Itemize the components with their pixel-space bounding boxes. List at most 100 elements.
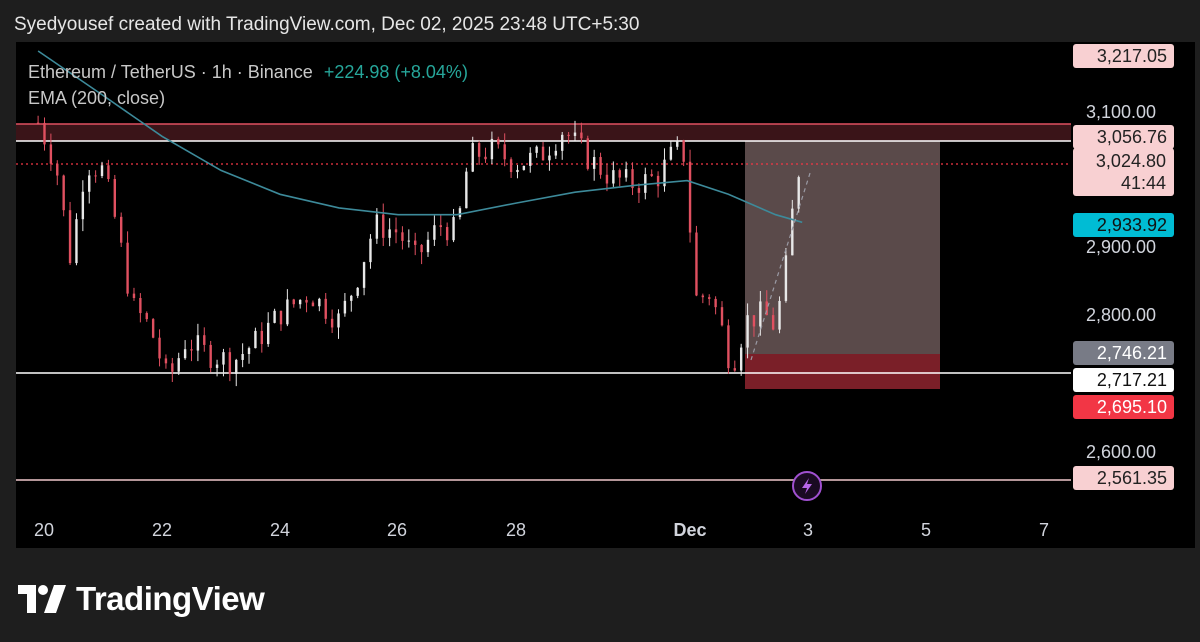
candle-body bbox=[139, 298, 142, 314]
candle-body bbox=[771, 315, 775, 330]
candle-body bbox=[177, 358, 180, 372]
candle-body bbox=[369, 238, 372, 263]
candle-body bbox=[388, 229, 391, 238]
price-tick-3100: 3,100.00 bbox=[1086, 102, 1157, 122]
candle-body bbox=[119, 216, 123, 243]
ema-200-line bbox=[37, 50, 803, 224]
candle-body bbox=[215, 364, 219, 368]
candle-body bbox=[171, 363, 174, 372]
candle-body bbox=[631, 169, 634, 189]
candle-body bbox=[81, 191, 85, 220]
price-chart[interactable] bbox=[16, 42, 1071, 548]
symbol-label: Ethereum / TetherUS · 1h · Binance bbox=[28, 62, 313, 82]
candle-body bbox=[401, 232, 404, 241]
candle-body bbox=[68, 210, 72, 264]
candle-body bbox=[439, 225, 442, 228]
price-tag-low: 2,561.35 bbox=[1073, 466, 1174, 490]
candle-body bbox=[548, 155, 551, 161]
candle-body bbox=[420, 244, 423, 253]
price-tag-entry: 2,746.21 bbox=[1073, 341, 1174, 365]
candle-body bbox=[75, 219, 78, 264]
candle-body bbox=[203, 335, 206, 345]
candle-body bbox=[465, 171, 468, 209]
candle-body bbox=[183, 349, 187, 359]
candle-body bbox=[445, 227, 449, 241]
candle-body bbox=[541, 146, 545, 161]
candle-body bbox=[56, 163, 59, 176]
chart-panel[interactable]: Ethereum / TetherUS · 1h · Binance +224.… bbox=[16, 42, 1195, 548]
candle-body bbox=[107, 165, 110, 180]
candle-body bbox=[688, 161, 692, 233]
candle-body bbox=[778, 300, 781, 330]
time-label-5: 5 bbox=[920, 520, 932, 540]
candle-body bbox=[714, 298, 717, 308]
candle-body bbox=[151, 319, 155, 338]
candle-body bbox=[573, 132, 577, 136]
candle-body bbox=[554, 150, 558, 156]
candle-body bbox=[580, 132, 583, 139]
candle-body bbox=[324, 298, 327, 319]
price-tag-stop: 2,695.10 bbox=[1073, 395, 1174, 419]
time-label-3: 3 bbox=[802, 520, 814, 540]
candle-body bbox=[305, 299, 308, 303]
time-label-28: 28 bbox=[505, 520, 527, 540]
candle-body bbox=[708, 297, 711, 299]
candle-body bbox=[586, 138, 589, 169]
time-label-26: 26 bbox=[386, 520, 408, 540]
candle-body bbox=[267, 322, 270, 345]
candle-body bbox=[561, 134, 564, 151]
candle-body bbox=[592, 157, 596, 169]
candle-body bbox=[209, 344, 212, 368]
candle-body bbox=[36, 122, 40, 124]
candle-body bbox=[407, 240, 411, 242]
candle-body bbox=[247, 348, 251, 355]
candle-body bbox=[145, 313, 148, 320]
candle-body bbox=[222, 352, 225, 365]
candle-body bbox=[228, 352, 232, 374]
price-tag-support: 2,717.21 bbox=[1073, 368, 1174, 392]
candle-body bbox=[656, 175, 660, 187]
candle-body bbox=[43, 122, 46, 145]
brand-name: TradingView bbox=[76, 580, 265, 617]
candle-body bbox=[273, 310, 276, 323]
candle-body bbox=[375, 214, 379, 239]
price-tag-top: 3,217.05 bbox=[1073, 44, 1174, 68]
candle-body bbox=[522, 165, 526, 170]
target-zone-box bbox=[745, 141, 940, 354]
candle-body bbox=[509, 159, 513, 173]
candle-body bbox=[382, 214, 385, 238]
candle-body bbox=[158, 337, 161, 359]
candle-body bbox=[279, 310, 283, 325]
candle-body bbox=[676, 140, 679, 147]
candle-body bbox=[746, 315, 749, 348]
candle-body bbox=[311, 302, 315, 307]
candle-body bbox=[733, 368, 736, 371]
candle-body bbox=[414, 240, 417, 245]
candle-body bbox=[644, 174, 647, 193]
candle-body bbox=[720, 307, 724, 326]
candle-body bbox=[497, 138, 500, 145]
candle-body bbox=[535, 146, 538, 153]
candle-body bbox=[126, 242, 129, 294]
candle-body bbox=[330, 318, 334, 328]
candle-body bbox=[490, 138, 494, 160]
candle-body bbox=[605, 174, 609, 184]
candle-body bbox=[254, 330, 257, 349]
time-label-24: 24 bbox=[269, 520, 291, 540]
candle-body bbox=[624, 169, 628, 178]
candle-body bbox=[727, 325, 730, 369]
candle-body bbox=[567, 134, 570, 136]
candle-body bbox=[362, 262, 366, 288]
candle-body bbox=[190, 349, 193, 351]
candle-body bbox=[235, 359, 238, 374]
candle-body bbox=[612, 170, 615, 184]
candle-body bbox=[164, 358, 168, 364]
candle-body bbox=[516, 169, 519, 173]
candle-body bbox=[292, 299, 295, 305]
candle-body bbox=[100, 165, 104, 177]
candle-body bbox=[356, 287, 359, 296]
candle-body bbox=[599, 157, 602, 175]
candle-body bbox=[765, 301, 768, 316]
time-label-dec: Dec bbox=[673, 520, 707, 540]
ema-legend: EMA (200, close) bbox=[28, 88, 166, 108]
